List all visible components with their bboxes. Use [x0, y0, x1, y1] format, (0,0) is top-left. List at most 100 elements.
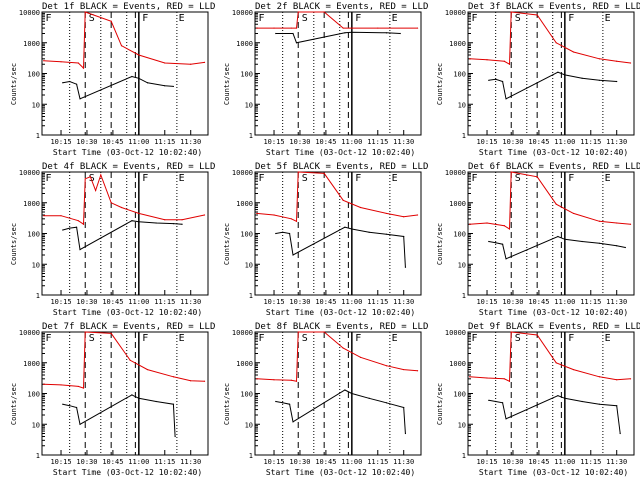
y-tick-label: 1 — [462, 292, 466, 300]
interval-marker-label: F — [355, 173, 361, 184]
interval-marker-label: F — [355, 333, 361, 344]
events-data-point — [351, 228, 353, 230]
panel-title: Det 2f BLACK = Events, RED = LLD — [255, 2, 429, 12]
x-tick-label: 11:30 — [180, 298, 201, 306]
lld-data-point — [323, 172, 325, 175]
y-tick-label: 1 — [462, 452, 466, 460]
plot-frame — [41, 331, 209, 456]
x-tick-label: 11:30 — [393, 138, 414, 146]
lld-data-point — [297, 11, 299, 13]
lld-data-point — [100, 174, 102, 176]
panel-title: Det 8f BLACK = Events, RED = LLD — [255, 322, 429, 332]
lld-data-point — [416, 214, 419, 216]
lld-data-point — [598, 376, 601, 378]
events-data-point — [288, 232, 291, 235]
events-data-point — [598, 79, 601, 81]
lld-data-point — [616, 379, 618, 381]
x-tick-label: 11:00 — [128, 458, 149, 466]
y-tick-label: 100 — [453, 231, 466, 239]
y-tick-label: 1000 — [236, 360, 253, 368]
lld-data-point — [110, 332, 112, 335]
lld-data-point — [629, 62, 632, 64]
lld-data-point — [273, 214, 275, 216]
x-axis-label: Start Time (03-Oct-12 10:02:40) — [265, 308, 416, 317]
lld-series-line — [43, 173, 205, 226]
x-tick-label: 10:45 — [315, 458, 336, 466]
y-tick-label: 10000 — [232, 329, 253, 337]
interval-marker-label: E — [179, 333, 185, 344]
events-data-point — [172, 85, 175, 88]
interval-marker-label: E — [605, 13, 611, 24]
lld-data-point — [203, 214, 206, 216]
interval-marker-label: E — [392, 173, 398, 184]
x-tick-label: 11:00 — [554, 298, 575, 306]
lld-data-point — [510, 331, 512, 333]
y-tick-label: 1 — [36, 452, 40, 460]
chart-svg: 1 10 100 1000 10000 10:15 10:30 10:45 11:00 11:15… — [19, 329, 209, 466]
y-tick-label: 10000 — [445, 329, 466, 337]
y-tick-label: 100 — [240, 231, 253, 239]
x-tick-label: 11:15 — [580, 298, 601, 306]
lld-data-point — [572, 368, 575, 371]
events-data-point — [501, 80, 504, 83]
interval-marker-label: S — [89, 333, 95, 344]
chart-svg: 1 10 100 1000 10000 10:15 10:30 10:45 11:00 11:15… — [232, 329, 422, 466]
x-tick-label: 10:45 — [102, 138, 123, 146]
events-data-point — [75, 226, 78, 228]
plot-frame — [254, 171, 422, 296]
events-data-point — [616, 245, 618, 247]
interval-marker-label: F — [258, 173, 264, 184]
x-tick-label: 11:30 — [606, 138, 627, 146]
lld-data-point — [629, 378, 632, 380]
events-data-point — [385, 32, 388, 34]
lld-data-point — [77, 385, 79, 388]
lld-data-point — [486, 222, 488, 224]
x-tick-label: 10:45 — [102, 458, 123, 466]
lld-data-point — [297, 331, 299, 333]
x-tick-label: 10:45 — [315, 138, 336, 146]
events-data-point — [495, 400, 497, 403]
y-tick-label: 1 — [249, 132, 253, 140]
lld-data-point — [536, 176, 538, 178]
lld-data-point — [359, 356, 362, 358]
y-tick-label: 100 — [453, 391, 466, 399]
x-tick-label: 11:15 — [367, 138, 388, 146]
interval-marker-label: F — [142, 13, 148, 24]
events-data-point — [275, 400, 277, 403]
events-data-point — [368, 397, 370, 399]
lld-data-point — [89, 176, 92, 178]
lld-data-point — [256, 27, 258, 29]
lld-data-point — [120, 45, 123, 47]
events-data-point — [155, 400, 157, 403]
chart-svg: 1 10 100 1000 10000 10:15 10:30 10:45 11:00 11:15… — [232, 169, 422, 306]
y-tick-label: 10000 — [445, 9, 466, 17]
y-tick-label: 1000 — [449, 200, 466, 208]
y-tick-label: 100 — [240, 71, 253, 79]
y-tick-label: 1 — [249, 292, 253, 300]
events-data-point — [79, 98, 81, 100]
y-tick-label: 1 — [462, 132, 466, 140]
lld-data-point — [508, 380, 511, 382]
y-tick-label: 100 — [27, 391, 40, 399]
events-data-point — [138, 77, 140, 79]
interval-marker-label: E — [605, 333, 611, 344]
events-data-point — [581, 400, 583, 403]
lld-data-point — [120, 206, 123, 209]
lld-data-point — [572, 212, 575, 215]
lld-data-point — [342, 347, 344, 349]
events-data-point — [75, 406, 78, 409]
events-data-point — [174, 435, 176, 438]
events-series-line — [488, 395, 621, 434]
events-data-point — [62, 229, 64, 231]
x-tick-label: 11:15 — [580, 458, 601, 466]
events-data-point — [581, 77, 583, 79]
lld-data-point — [290, 27, 292, 29]
interval-marker-label: F — [471, 173, 477, 184]
events-data-point — [275, 232, 277, 235]
x-tick-label: 11:15 — [367, 458, 388, 466]
lld-data-point — [403, 368, 405, 371]
interval-marker-label: S — [302, 13, 308, 24]
chart-svg: 1 10 100 1000 10000 10:15 10:30 10:45 11:00 11:15… — [19, 9, 209, 146]
x-tick-label: 11:30 — [180, 458, 201, 466]
events-data-point — [557, 71, 559, 73]
